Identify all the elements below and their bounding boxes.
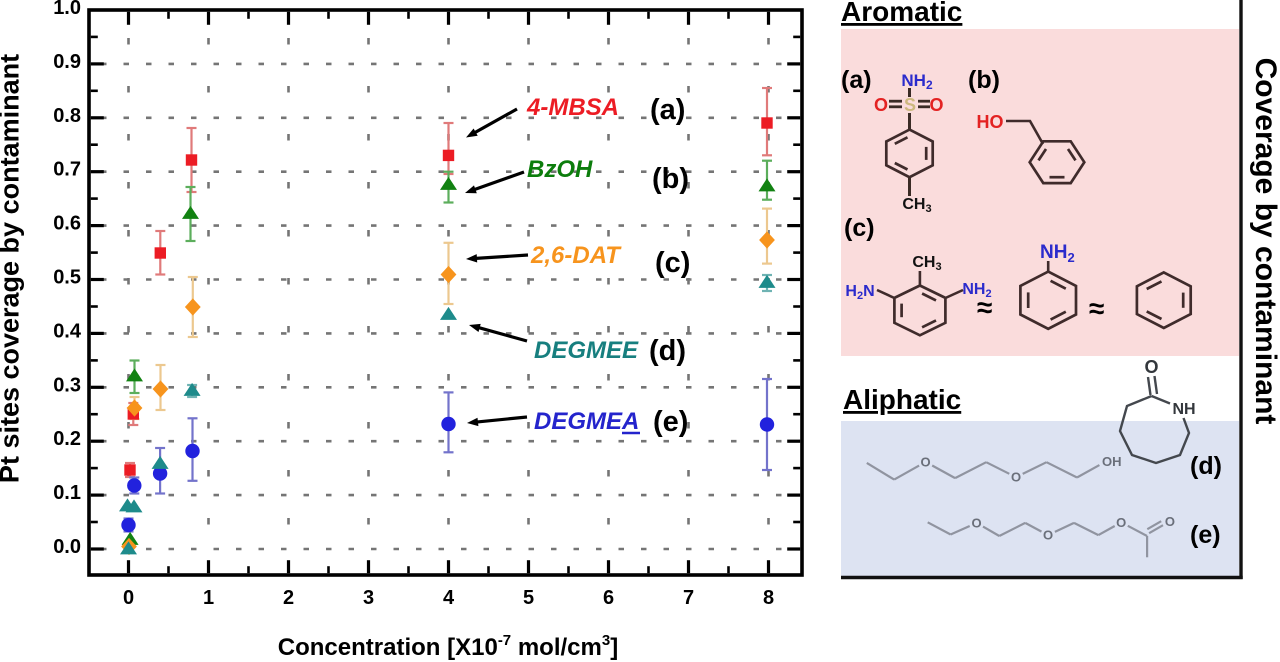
svg-text:CH3: CH3 <box>912 254 941 273</box>
svg-text:NH2: NH2 <box>1040 242 1075 265</box>
svg-text:0.9: 0.9 <box>53 51 81 73</box>
svg-text:2: 2 <box>283 587 294 609</box>
svg-text:O: O <box>1043 528 1053 543</box>
svg-text:O: O <box>874 95 888 115</box>
svg-text:HO: HO <box>977 112 1004 132</box>
svg-text:(b): (b) <box>968 66 1000 94</box>
svg-text:O: O <box>1165 514 1175 529</box>
svg-text:(b): (b) <box>652 163 689 195</box>
svg-text:4: 4 <box>443 587 455 609</box>
svg-text:O: O <box>929 95 943 115</box>
svg-text:O: O <box>921 454 931 469</box>
svg-text:DEGMEE: DEGMEE <box>534 337 639 364</box>
svg-text:NH: NH <box>1172 401 1195 418</box>
svg-text:0.6: 0.6 <box>53 213 81 235</box>
svg-text:(d): (d) <box>1190 452 1222 480</box>
svg-text:(a): (a) <box>841 66 872 94</box>
svg-text:NH2: NH2 <box>901 71 933 92</box>
svg-text:7: 7 <box>683 587 694 609</box>
svg-text:8: 8 <box>763 587 774 609</box>
svg-text:0.2: 0.2 <box>53 428 81 450</box>
svg-text:0: 0 <box>123 587 134 609</box>
svg-text:S: S <box>904 95 916 115</box>
svg-text:CH3: CH3 <box>902 196 931 215</box>
svg-text:(d): (d) <box>649 335 686 367</box>
svg-text:3: 3 <box>363 587 374 609</box>
svg-text:(c): (c) <box>655 247 690 279</box>
svg-text:O: O <box>1011 470 1021 485</box>
svg-text:(e): (e) <box>1190 521 1221 549</box>
svg-text:1: 1 <box>203 587 214 609</box>
svg-text:DEGMEA: DEGMEA <box>534 408 639 435</box>
svg-text:6: 6 <box>603 587 614 609</box>
svg-text:(e): (e) <box>653 406 688 438</box>
svg-text:Aromatic: Aromatic <box>841 0 962 27</box>
svg-text:Aliphatic: Aliphatic <box>843 384 961 415</box>
svg-text:NH2: NH2 <box>962 281 991 300</box>
svg-text:BzOH: BzOH <box>527 156 593 183</box>
svg-text:0.5: 0.5 <box>53 267 81 289</box>
svg-text:(c): (c) <box>844 214 875 242</box>
svg-text:(a): (a) <box>650 94 685 126</box>
svg-text:Concentration [X10-7 mol/cm3]: Concentration [X10-7 mol/cm3] <box>278 632 618 661</box>
svg-text:5: 5 <box>523 587 534 609</box>
svg-text:2,6-DAT: 2,6-DAT <box>530 242 622 269</box>
svg-text:0.7: 0.7 <box>53 159 81 181</box>
svg-text:0.1: 0.1 <box>53 482 81 504</box>
svg-text:4-MBSA: 4-MBSA <box>526 94 619 121</box>
svg-text:OH: OH <box>1102 454 1122 469</box>
svg-text:O: O <box>1144 357 1158 377</box>
svg-text:Coverage by contaminant: Coverage by contaminant <box>1249 58 1280 425</box>
svg-text:1.0: 1.0 <box>53 0 81 19</box>
svg-text:H2N: H2N <box>845 283 874 302</box>
svg-text:0.0: 0.0 <box>53 536 81 558</box>
svg-text:O: O <box>1116 515 1126 530</box>
svg-text:Pt sites coverage by contamina: Pt sites coverage by contaminant <box>0 54 25 483</box>
svg-text:O: O <box>971 515 981 530</box>
svg-text:≈: ≈ <box>1089 293 1104 324</box>
svg-text:0.8: 0.8 <box>53 105 81 127</box>
svg-text:≈: ≈ <box>977 292 992 323</box>
svg-text:0.3: 0.3 <box>53 374 81 396</box>
svg-text:0.4: 0.4 <box>53 320 82 342</box>
